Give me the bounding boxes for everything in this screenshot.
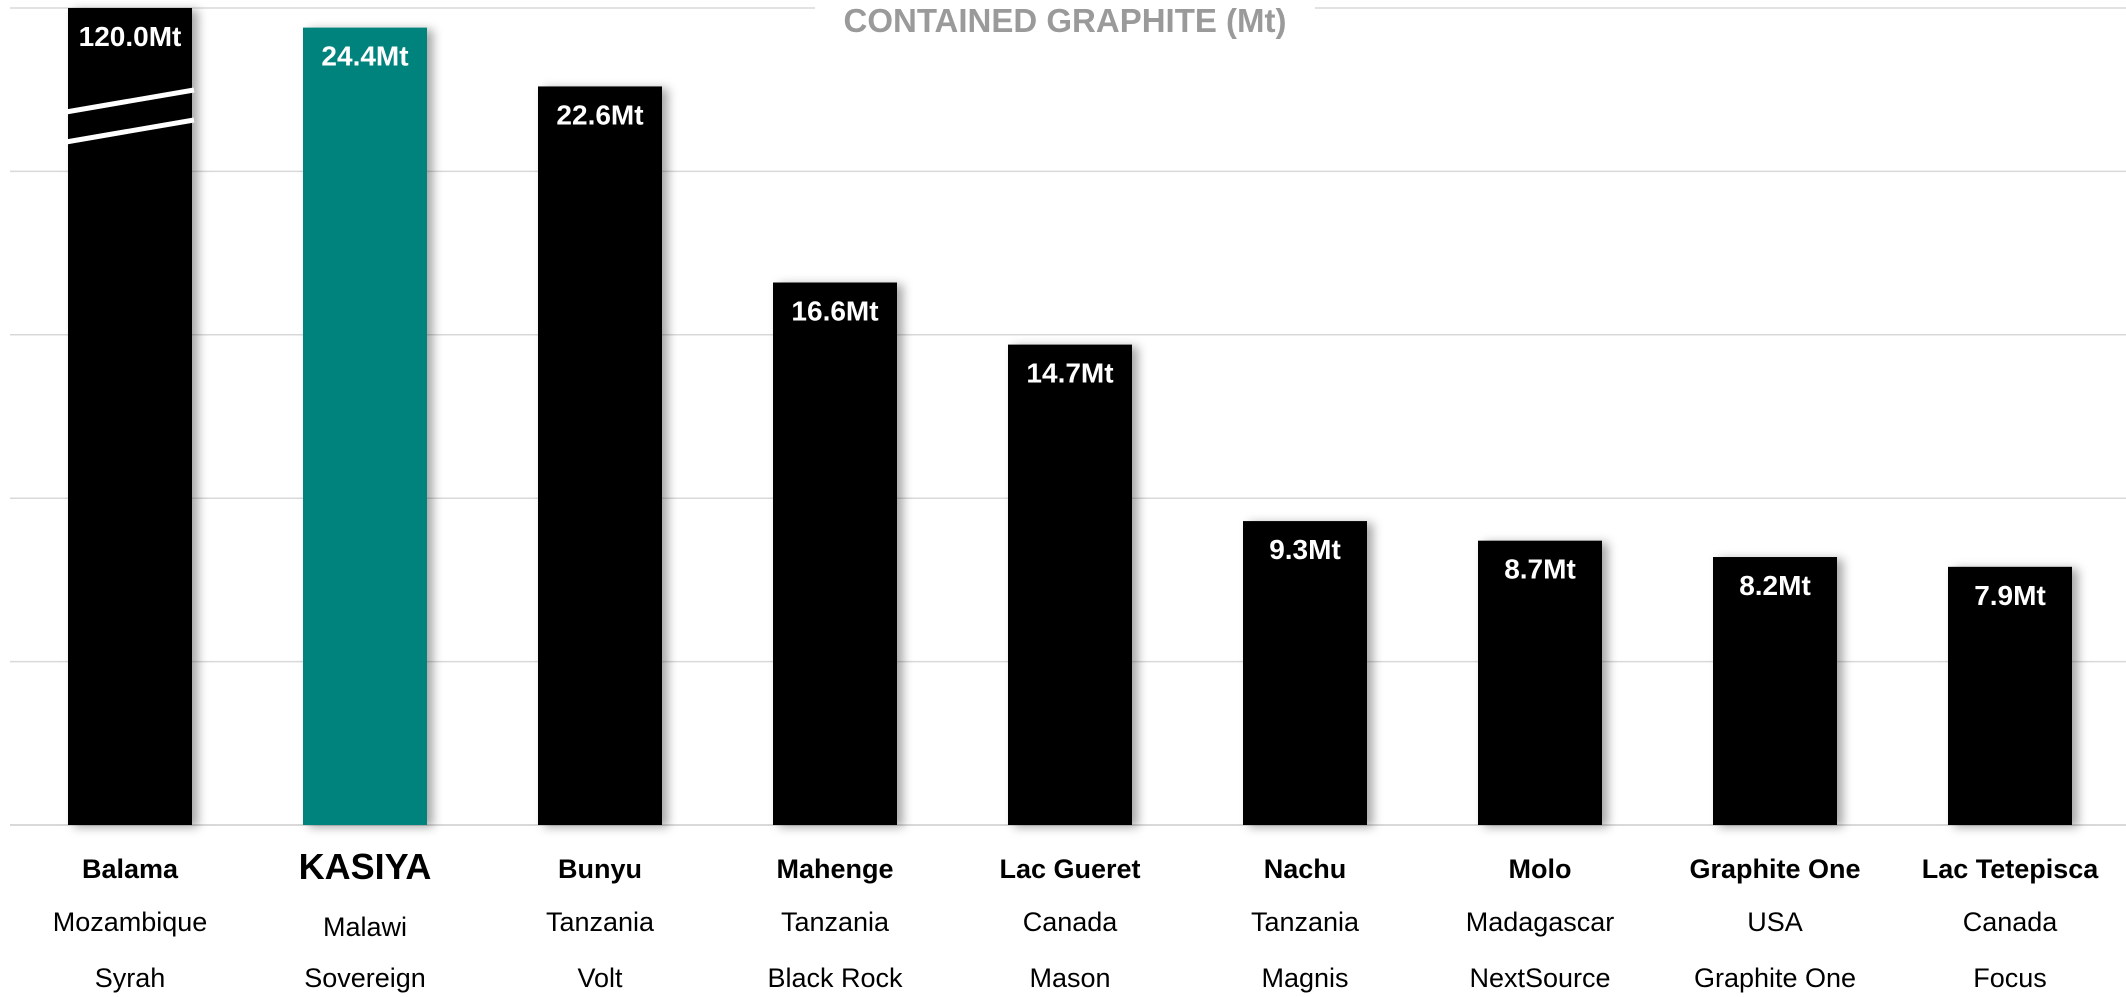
category-company: Focus — [1973, 963, 2047, 993]
bar-kasiya — [303, 27, 427, 826]
data-label: 14.7Mt — [1026, 358, 1113, 389]
category-company: Graphite One — [1694, 963, 1856, 993]
category-country: Tanzania — [1251, 907, 1360, 937]
category-name: Balama — [82, 854, 179, 884]
axis-break-mark — [65, 87, 195, 115]
data-label: 22.6Mt — [556, 99, 643, 130]
category-company: Magnis — [1261, 963, 1348, 993]
category-name: Graphite One — [1689, 854, 1860, 884]
bar-graphite-one — [1713, 557, 1837, 825]
bars — [65, 8, 2072, 826]
bar-lac-gueret — [1008, 344, 1132, 825]
category-labels: Balama Mozambique Syrah KASIYA Malawi Soverei… — [53, 846, 2100, 993]
data-label: 120.0Mt — [79, 21, 182, 52]
category-company: Black Rock — [767, 963, 903, 993]
category-country: Tanzania — [781, 907, 890, 937]
category-country: Malawi — [323, 912, 407, 942]
data-label: 16.6Mt — [791, 296, 878, 327]
category-name: KASIYA — [299, 846, 432, 887]
data-label: 24.4Mt — [321, 41, 408, 72]
category-company: Syrah — [95, 963, 166, 993]
bar-lac-tetepisca — [1948, 566, 2072, 825]
category-company: Sovereign — [304, 963, 426, 993]
chart-title: CONTAINED GRAPHITE (Mt) — [843, 2, 1286, 39]
category-company: NextSource — [1469, 963, 1610, 993]
category-country: Canada — [1023, 907, 1119, 937]
category-country: Madagascar — [1466, 907, 1615, 937]
category-country: Tanzania — [546, 907, 655, 937]
bar-bunyu — [538, 86, 662, 825]
category-country: Mozambique — [53, 907, 208, 937]
data-label: 9.3Mt — [1269, 534, 1341, 565]
axis-break-mark — [65, 117, 195, 145]
data-label: 8.7Mt — [1504, 554, 1576, 585]
bar-mahenge — [773, 282, 897, 826]
category-country: Canada — [1963, 907, 2059, 937]
data-label: 7.9Mt — [1974, 580, 2046, 611]
category-name: Mahenge — [776, 854, 893, 884]
data-labels: 120.0Mt 24.4Mt 22.6Mt 16.6Mt 14.7Mt 9.3Mt 8.7M… — [79, 21, 2046, 611]
category-name: Molo — [1509, 854, 1572, 884]
title-background — [815, 0, 1315, 40]
category-company: Volt — [577, 963, 623, 993]
bar-nachu — [1243, 521, 1367, 825]
bar-balama — [68, 8, 192, 825]
category-country: USA — [1747, 907, 1803, 937]
category-name: Lac Gueret — [999, 854, 1140, 884]
category-name: Bunyu — [558, 854, 642, 884]
category-name: Nachu — [1264, 854, 1347, 884]
category-company: Mason — [1029, 963, 1110, 993]
data-label: 8.2Mt — [1739, 570, 1811, 601]
category-name: Lac Tetepisca — [1922, 854, 2100, 884]
bar-molo — [1478, 540, 1602, 825]
